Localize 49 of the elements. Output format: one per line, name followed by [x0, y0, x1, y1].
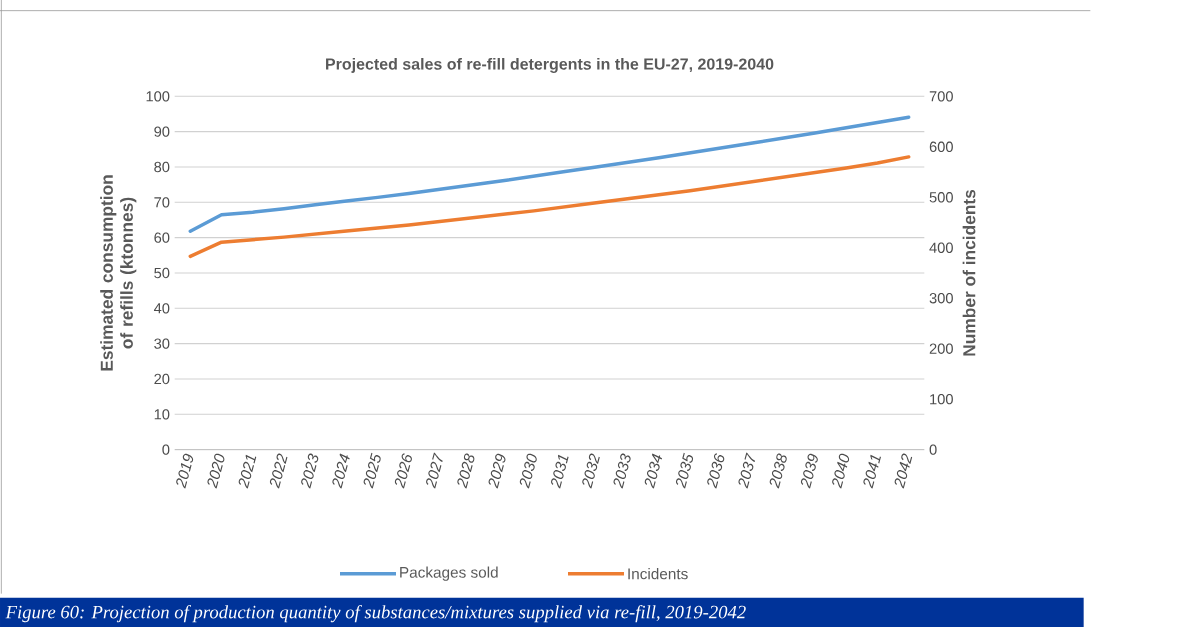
- y-tick-label: 50: [154, 267, 170, 279]
- y-tick-label: 100: [146, 91, 170, 102]
- y-tick-label: 10: [154, 409, 170, 420]
- y2-axis-title: Number of incidents: [962, 189, 976, 356]
- y2-tick-label: 100: [930, 394, 953, 405]
- x-tick-label: 2020: [207, 453, 225, 489]
- x-tick-label: 2031: [551, 454, 569, 489]
- x-tick-label: 2033: [613, 453, 631, 489]
- y-tick-label: 40: [153, 303, 170, 314]
- y2-tick-label: 300: [929, 293, 953, 304]
- x-tick-label: 2026: [394, 453, 412, 489]
- legend-label: Incidents: [628, 568, 688, 580]
- x-tick-label: 2039: [800, 453, 818, 489]
- y2-tick-label: 600: [929, 141, 953, 152]
- chart-title: Projected sales of re-fill detergents in the EU-27, 2019-2040: [326, 57, 774, 73]
- legend-label: Packages sold: [400, 566, 498, 581]
- x-tick-label: 2042: [894, 453, 913, 489]
- y-tick-label: 70: [154, 197, 170, 208]
- y-tick-label: 30: [154, 338, 170, 349]
- x-tick-label: 2041: [863, 454, 881, 489]
- x-tick-label: 2027: [426, 452, 443, 489]
- x-tick-label: 2029: [488, 453, 506, 489]
- x-tick-label: 2037: [738, 452, 756, 489]
- x-tick-label: 2028: [457, 453, 475, 489]
- y2-tick-label: 200: [929, 343, 953, 354]
- x-tick-label: 2025: [363, 452, 381, 489]
- x-tick-label: 2019: [176, 453, 194, 489]
- x-tick-label: 2023: [301, 453, 319, 489]
- y-tick-label: 60: [154, 232, 170, 243]
- x-tick-label: 2034: [644, 453, 663, 489]
- y-axis-title: Estimated consumption of refills (ktonnes): [100, 175, 137, 371]
- x-tick-label: 2021: [238, 454, 257, 489]
- y-tick-label: 90: [154, 126, 170, 137]
- y-tick-label: 80: [154, 161, 170, 173]
- x-tick-label: 2030: [519, 453, 537, 489]
- x-tick-label: 2035: [675, 452, 694, 489]
- x-tick-label: 2032: [582, 453, 600, 489]
- y2-tick-label: 500: [929, 192, 953, 203]
- caption: Figure 60: Projection of production quantity of substances/mixtures supplied via re-fill, 2019-2042: [5, 605, 746, 623]
- x-tick-label: 2040: [832, 453, 850, 489]
- y-tick-label: 0: [162, 444, 170, 455]
- x-tick-label: 2036: [707, 453, 725, 489]
- y2-tick-label: 400: [929, 242, 953, 253]
- y2-tick-label: 0: [929, 444, 937, 455]
- y-tick-label: 20: [154, 373, 170, 385]
- y2-tick-label: 700: [929, 91, 953, 102]
- x-tick-label: 2024: [332, 453, 350, 489]
- x-tick-label: 2022: [269, 453, 288, 489]
- x-tick-label: 2038: [769, 453, 787, 489]
